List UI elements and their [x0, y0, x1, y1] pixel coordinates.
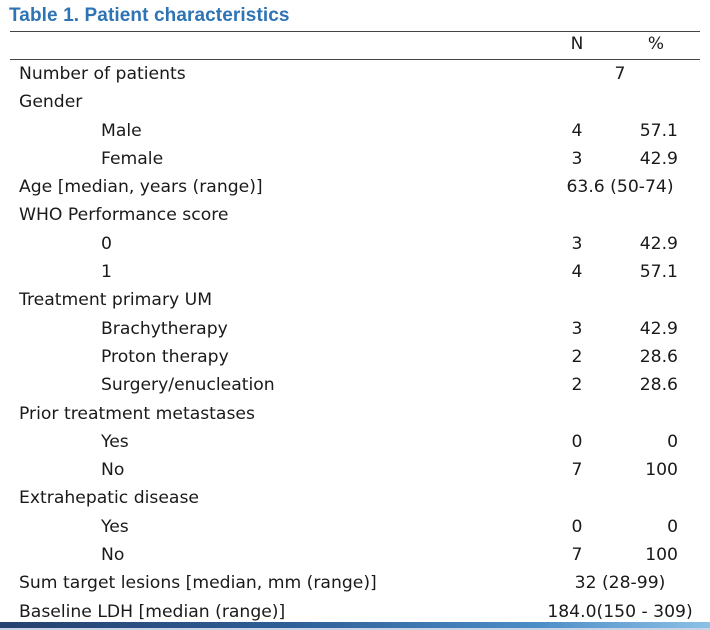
row-label: Sum target lesions [median, mm (range)]	[19, 573, 377, 594]
column-header-percent: %	[647, 34, 665, 54]
table-row: No 7 100	[0, 458, 710, 486]
table-row: WHO Performance score	[0, 203, 710, 231]
row-count: 3	[571, 148, 583, 169]
table-row: Baseline LDH [median (range)] 184.0(150 -…	[0, 600, 710, 628]
table-row: Surgery/enucleation 2 28.6	[0, 373, 710, 401]
table-row: Yes 0 0	[0, 430, 710, 458]
table-row: 1 4 57.1	[0, 260, 710, 288]
row-label: Extrahepatic disease	[19, 488, 199, 509]
row-count: 7	[571, 460, 583, 481]
table-row: Female 3 42.9	[0, 147, 710, 175]
row-sublabel: Yes	[101, 516, 129, 537]
row-count: 3	[571, 318, 583, 339]
row-sublabel: Female	[101, 148, 164, 169]
row-count: 4	[571, 120, 583, 141]
row-percent: 0	[667, 516, 678, 537]
table-row: Sum target lesions [median, mm (range)] 3…	[0, 571, 710, 599]
row-count: 2	[571, 346, 583, 367]
top-rule	[10, 31, 700, 32]
row-percent: 42.9	[639, 318, 678, 339]
row-value: 7	[614, 64, 626, 84]
row-label: Treatment primary UM	[19, 290, 213, 311]
row-sublabel: Surgery/enucleation	[101, 375, 275, 396]
row-sublabel: 0	[101, 233, 112, 254]
row-count: 7	[571, 545, 583, 566]
row-percent: 100	[645, 545, 678, 566]
row-sublabel: No	[101, 460, 125, 481]
row-percent: 0	[667, 431, 678, 452]
table-row: Treatment primary UM	[0, 288, 710, 316]
row-count: 4	[571, 262, 583, 283]
table-row: 0 3 42.9	[0, 232, 710, 260]
row-count: 0	[571, 431, 583, 452]
row-count: 3	[571, 233, 583, 254]
row-percent: 100	[645, 460, 678, 481]
table-title: Table 1. Patient characteristics	[9, 5, 290, 26]
row-percent: 42.9	[639, 148, 678, 169]
row-sublabel: Yes	[101, 431, 129, 452]
row-count: 0	[571, 516, 583, 537]
table-row: Gender	[0, 90, 710, 118]
row-sublabel: Proton therapy	[101, 346, 229, 367]
row-label: Age [median, years (range)]	[19, 177, 263, 198]
table-row: Extrahepatic disease	[0, 486, 710, 514]
row-percent: 28.6	[639, 346, 678, 367]
table-row: No 7 100	[0, 543, 710, 571]
row-sublabel: Male	[101, 120, 142, 141]
table-row: Proton therapy 2 28.6	[0, 345, 710, 373]
header-rule	[10, 59, 700, 60]
row-sublabel: Brachytherapy	[101, 318, 228, 339]
row-percent: 57.1	[639, 262, 678, 283]
row-label: WHO Performance score	[19, 205, 229, 226]
bottom-accent-line	[0, 628, 710, 630]
row-percent: 42.9	[639, 233, 678, 254]
table-row: Brachytherapy 3 42.9	[0, 317, 710, 345]
row-label: Baseline LDH [median (range)]	[19, 601, 286, 622]
row-value: 32 (28-99)	[574, 573, 666, 594]
row-sublabel: No	[101, 545, 125, 566]
row-label: Gender	[19, 92, 83, 113]
row-sublabel: 1	[101, 262, 112, 283]
row-percent: 28.6	[639, 375, 678, 396]
table-row: Number of patients 7	[0, 62, 710, 90]
table-row: Male 4 57.1	[0, 119, 710, 147]
column-header-n: N	[570, 34, 584, 54]
row-value: 63.6 (50-74)	[566, 177, 674, 198]
row-label: Prior treatment metastases	[19, 403, 255, 424]
table-row: Yes 0 0	[0, 515, 710, 543]
row-count: 2	[571, 375, 583, 396]
row-label: Number of patients	[19, 64, 186, 84]
table-row: Age [median, years (range)] 63.6 (50-74)	[0, 175, 710, 203]
table-row: Prior treatment metastases	[0, 402, 710, 430]
row-percent: 57.1	[639, 120, 678, 141]
row-value: 184.0(150 - 309)	[547, 601, 693, 622]
bottom-accent-bar	[0, 622, 710, 628]
table-body: Number of patients 7 Gender Male 4 57.1 Female…	[0, 62, 710, 628]
